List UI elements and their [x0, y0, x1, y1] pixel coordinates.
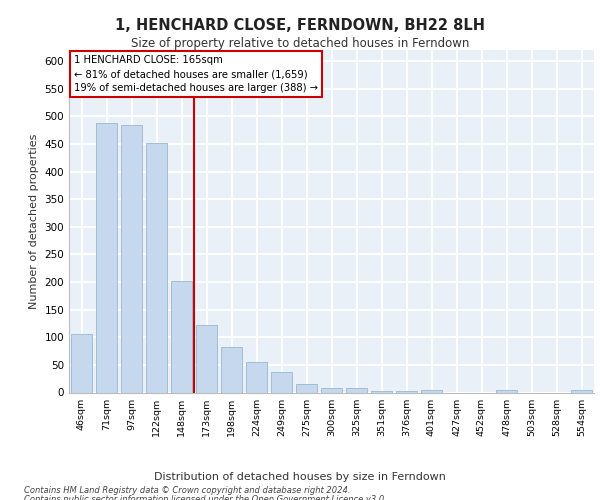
Bar: [321, 388, 342, 392]
Y-axis label: Number of detached properties: Number of detached properties: [29, 134, 39, 309]
Bar: [246, 362, 267, 392]
Bar: [346, 388, 367, 392]
Text: Size of property relative to detached houses in Ferndown: Size of property relative to detached ho…: [131, 38, 469, 51]
Bar: [496, 390, 517, 392]
Bar: [121, 124, 142, 392]
Bar: [421, 390, 442, 392]
Text: 1, HENCHARD CLOSE, FERNDOWN, BH22 8LH: 1, HENCHARD CLOSE, FERNDOWN, BH22 8LH: [115, 18, 485, 32]
Bar: [196, 324, 217, 392]
Bar: [396, 391, 417, 392]
Bar: [171, 281, 192, 392]
Bar: [146, 143, 167, 392]
Bar: [96, 123, 117, 392]
Bar: [221, 346, 242, 393]
Bar: [371, 391, 392, 392]
Bar: [571, 390, 592, 392]
Bar: [296, 384, 317, 392]
Text: 1 HENCHARD CLOSE: 165sqm
← 81% of detached houses are smaller (1,659)
19% of sem: 1 HENCHARD CLOSE: 165sqm ← 81% of detach…: [74, 55, 318, 93]
Bar: [271, 372, 292, 392]
Text: Contains HM Land Registry data © Crown copyright and database right 2024.: Contains HM Land Registry data © Crown c…: [24, 486, 350, 495]
Bar: [71, 334, 92, 392]
Text: Contains public sector information licensed under the Open Government Licence v3: Contains public sector information licen…: [24, 495, 387, 500]
Text: Distribution of detached houses by size in Ferndown: Distribution of detached houses by size …: [154, 472, 446, 482]
